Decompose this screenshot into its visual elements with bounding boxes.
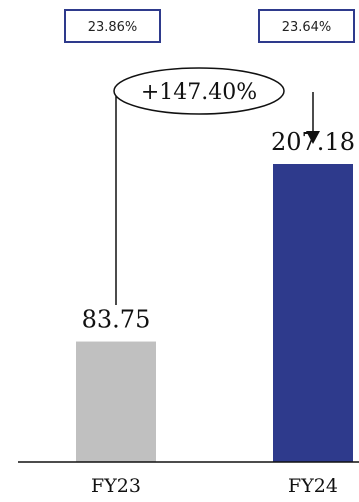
value-label-fy24: 207.18: [271, 128, 355, 156]
badge-fy24: 23.64%: [282, 20, 332, 35]
growth-ellipse: [113, 67, 285, 115]
badge-fy23: 23.86%: [88, 20, 138, 35]
growth-label: +147.40%: [141, 80, 257, 105]
arrow-down-icon: [306, 131, 320, 144]
growth-connector-line: [115, 92, 314, 305]
category-label-fy23: FY23: [91, 475, 141, 497]
badge-box-fy23: [64, 9, 161, 43]
bar-fy23: [76, 341, 156, 462]
category-label-fy24: FY24: [288, 475, 338, 497]
badge-box-fy24: [258, 9, 355, 43]
bar-fy24: [273, 164, 353, 462]
value-label-fy23: 83.75: [82, 306, 151, 334]
